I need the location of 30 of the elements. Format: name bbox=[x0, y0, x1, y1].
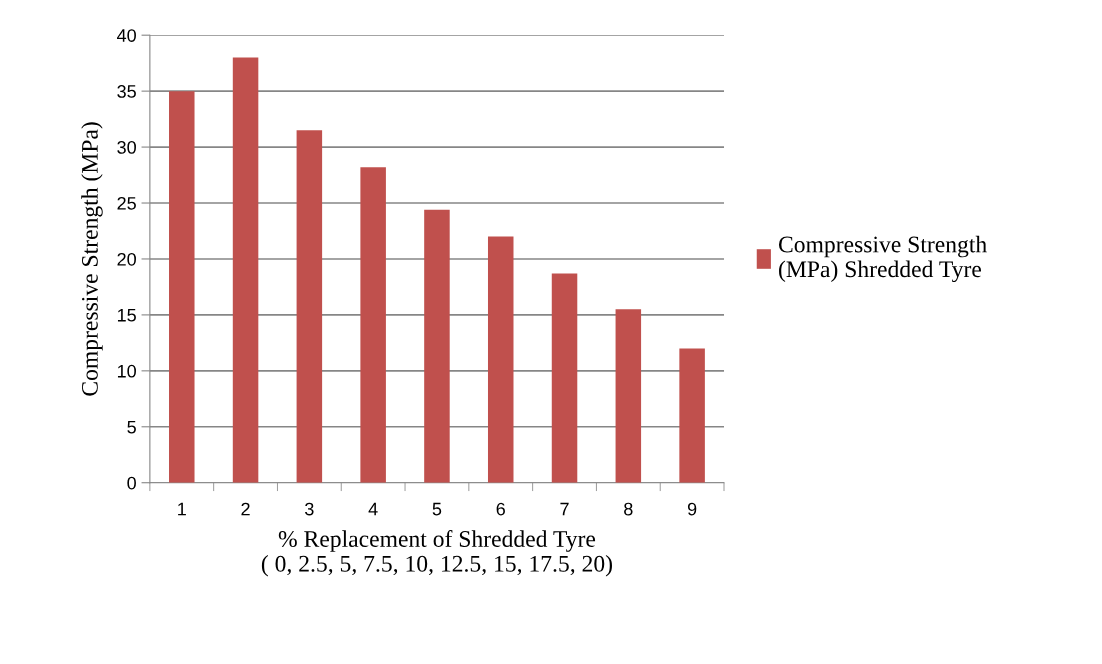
y-tick-label: 30 bbox=[117, 141, 136, 154]
x-tick-label: 5 bbox=[432, 502, 442, 516]
y-tick-label: 10 bbox=[117, 364, 136, 378]
x-tick-label: 2 bbox=[241, 502, 250, 516]
y-tick-label: 35 bbox=[117, 85, 136, 98]
x-tick-label: 8 bbox=[624, 502, 633, 516]
bar bbox=[360, 167, 386, 483]
y-tick-label: 25 bbox=[117, 196, 136, 210]
x-tick-label: 6 bbox=[496, 502, 505, 516]
x-tick-label: 9 bbox=[687, 502, 697, 516]
bar bbox=[487, 236, 514, 483]
x-tick-label: 3 bbox=[305, 502, 314, 516]
bar bbox=[169, 91, 195, 483]
x-tick-label: 1 bbox=[178, 502, 186, 516]
bar bbox=[296, 130, 323, 483]
y-tick-label: 40 bbox=[117, 29, 136, 42]
bar bbox=[424, 209, 450, 483]
x-tick-label: 7 bbox=[560, 502, 569, 516]
bar bbox=[232, 57, 259, 483]
y-tick-label: 0 bbox=[127, 476, 136, 490]
y-axis-title: Compressive Strength (MPa) bbox=[81, 122, 103, 396]
bar bbox=[615, 309, 642, 483]
bar bbox=[679, 348, 705, 483]
y-tick-label: 20 bbox=[117, 252, 136, 266]
x-tick-label: 4 bbox=[368, 502, 378, 516]
bar bbox=[551, 273, 578, 483]
y-tick-label: 5 bbox=[127, 420, 136, 434]
y-tick-label: 15 bbox=[117, 309, 136, 322]
x-axis-title: % Replacement of Shredded Tyre ( 0, 2.5, 5, 7.5, 10, 12.5, 15, 17.5, 20) bbox=[261, 530, 612, 577]
legend-label: Compressive Strength (MPa) Shredded Tyre bbox=[778, 235, 987, 283]
